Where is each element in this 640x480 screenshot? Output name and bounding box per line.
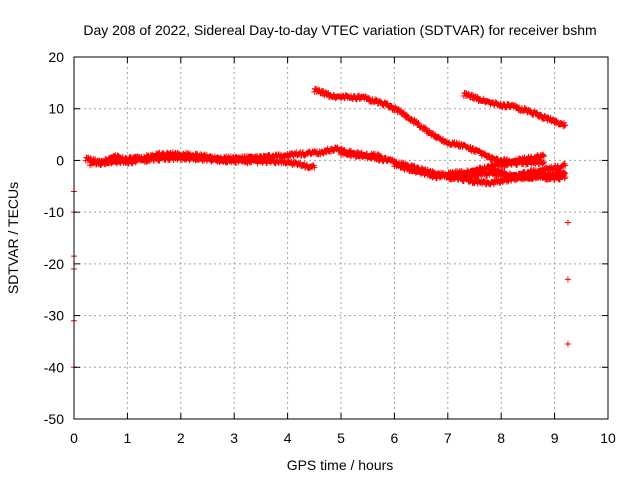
data-point [404, 164, 411, 171]
data-point [387, 102, 394, 109]
y-axis-label: SDTVAR / TECUs [5, 182, 21, 294]
x-tick-label: 4 [284, 430, 292, 446]
data-point [540, 153, 547, 160]
y-tick-label: 20 [48, 49, 64, 65]
y-tick-label: -50 [44, 411, 64, 427]
x-tick-label: 7 [444, 430, 452, 446]
data-point [564, 341, 571, 348]
data-point [465, 91, 472, 98]
x-axis-label: GPS time / hours [287, 457, 394, 473]
data-point [504, 178, 511, 185]
data-point [373, 96, 380, 103]
x-tick-label: 1 [124, 430, 132, 446]
data-point [522, 105, 529, 112]
data-point [540, 159, 547, 166]
x-tick-label: 6 [391, 430, 399, 446]
series-arc-c [311, 85, 547, 167]
data-point [411, 162, 418, 169]
series-arc-g [444, 157, 547, 180]
data-points [71, 85, 571, 371]
x-tick-label: 5 [337, 430, 345, 446]
data-point [562, 162, 569, 169]
data-point [334, 144, 341, 151]
data-point [474, 172, 481, 179]
data-point [536, 111, 543, 118]
y-tick-label: 0 [56, 152, 64, 168]
data-point [320, 150, 327, 157]
data-point [562, 122, 569, 129]
data-point [395, 105, 402, 112]
series-arc-d [460, 89, 569, 130]
data-point [129, 160, 136, 167]
data-point [129, 159, 136, 166]
x-tick-label: 0 [70, 430, 78, 446]
axis-ticks: 0 1 2 3 4 5 6 7 8 9 10 -50 -40 -30 -20 -10 0 10 20 [44, 49, 616, 446]
data-point [514, 104, 521, 111]
data-point [464, 175, 471, 182]
data-point [311, 164, 318, 171]
data-point [353, 96, 360, 103]
data-point [564, 276, 571, 283]
data-point [562, 173, 569, 180]
data-point [502, 104, 509, 111]
data-point [474, 94, 481, 101]
series-arc-b [87, 153, 318, 172]
data-point [540, 152, 547, 159]
data-point [489, 154, 496, 161]
data-point [303, 161, 310, 168]
data-point [540, 158, 547, 165]
data-point [564, 219, 571, 226]
series-isolated [71, 188, 571, 371]
y-tick-label: 10 [48, 101, 64, 117]
data-point [315, 86, 322, 93]
x-tick-label: 2 [177, 430, 185, 446]
data-point [365, 95, 372, 102]
x-tick-label: 8 [497, 430, 505, 446]
x-tick-label: 9 [551, 430, 559, 446]
series-arc-h [487, 164, 569, 183]
data-point [396, 161, 403, 168]
x-tick-label: 3 [230, 430, 238, 446]
data-point [422, 124, 429, 131]
data-point [556, 176, 563, 183]
data-point [433, 175, 440, 182]
data-point [529, 176, 536, 183]
data-point [324, 90, 331, 97]
y-tick-label: -40 [44, 359, 64, 375]
y-tick-label: -10 [44, 204, 64, 220]
data-point [486, 152, 493, 159]
series-arc-f [391, 160, 569, 188]
x-tick-label: 10 [600, 430, 616, 446]
data-point [257, 156, 264, 163]
y-tick-label: -30 [44, 308, 64, 324]
chart-title: Day 208 of 2022, Sidereal Day-to-day VTE… [83, 22, 596, 38]
data-point [561, 175, 568, 182]
y-tick-label: -20 [44, 256, 64, 272]
